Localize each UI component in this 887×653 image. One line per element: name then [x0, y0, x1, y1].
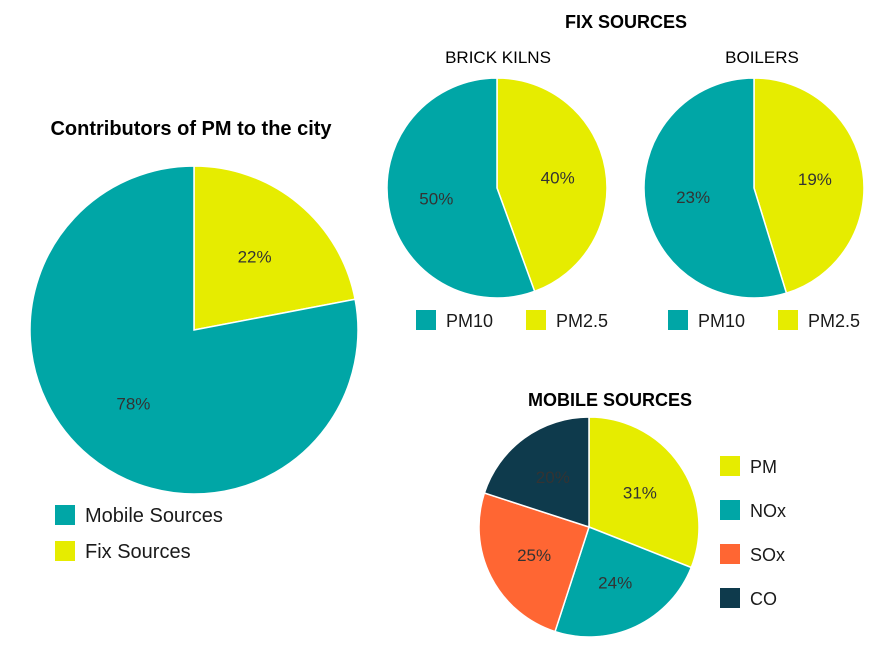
pie-slice-pm10	[386, 77, 536, 299]
boilers-title: BOILERS	[725, 48, 799, 67]
pie-slice-pm10	[643, 77, 788, 299]
pie-slice-fix-sources	[193, 165, 356, 331]
boilers-pie-chart: 19% 23%	[643, 77, 865, 299]
legend-swatch-pm2-5	[526, 310, 546, 330]
legend-swatch-sox	[720, 544, 740, 564]
legend-label-pm10: PM10	[698, 311, 745, 331]
legend-label-co: CO	[750, 589, 777, 609]
legend-label-nox: NOx	[750, 501, 786, 521]
data-label-sox: 25%	[517, 546, 551, 565]
legend-swatch-nox	[720, 500, 740, 520]
legend-swatch-fix-sources	[55, 541, 75, 561]
data-label-pm: 31%	[623, 483, 657, 502]
legend-swatch-pm10	[668, 310, 688, 330]
fix-sources-section-title: FIX SOURCES	[565, 12, 687, 32]
legend-label-pm2-5: PM2.5	[556, 311, 608, 331]
legend-label-pm: PM	[750, 457, 777, 477]
pie-slice-pm2-5	[753, 77, 865, 295]
pie-slice-co	[483, 416, 590, 529]
data-label-pm2-5: 19%	[798, 170, 832, 189]
data-label-nox: 24%	[598, 574, 632, 593]
data-label-pm10: 50%	[419, 190, 453, 209]
legend-label-sox: SOx	[750, 545, 785, 565]
data-label-fix-sources: 22%	[238, 248, 272, 267]
brick-kilns-pie-chart: 40% 50%	[386, 77, 608, 299]
brick-kilns-title: BRICK KILNS	[445, 48, 551, 67]
pie-slice-mobile-sources	[29, 165, 359, 495]
main-chart-title: Contributors of PM to the city	[50, 118, 332, 140]
legend-swatch-co	[720, 588, 740, 608]
mobile-sources-title: MOBILE SOURCES	[528, 390, 692, 410]
legend-swatch-pm	[720, 456, 740, 476]
legend-swatch-pm2-5	[778, 310, 798, 330]
legend-label-fix-sources: Fix Sources	[85, 541, 191, 563]
legend-label-mobile-sources: Mobile Sources	[85, 505, 223, 527]
data-label-co: 20%	[536, 468, 570, 487]
pie-slice-nox	[554, 526, 693, 638]
data-label-pm10: 23%	[676, 188, 710, 207]
legend-swatch-mobile-sources	[55, 505, 75, 525]
legend-swatch-pm10	[416, 310, 436, 330]
pie-slice-pm	[588, 416, 700, 569]
pie-slice-sox	[478, 492, 590, 633]
data-label-pm2-5: 40%	[541, 168, 575, 187]
legend-label-pm10: PM10	[446, 311, 493, 331]
main-pie-chart: 22% 78%	[29, 165, 359, 495]
mobile-sources-pie-chart: 31% 24% 25% 20%	[478, 416, 700, 638]
legend-label-pm2-5: PM2.5	[808, 311, 860, 331]
legends: Mobile Sources Fix Sources PM10 PM2.5 PM10 PM…	[55, 310, 860, 609]
data-label-mobile-sources: 78%	[116, 394, 150, 413]
pie-slice-pm2-5	[496, 77, 608, 293]
